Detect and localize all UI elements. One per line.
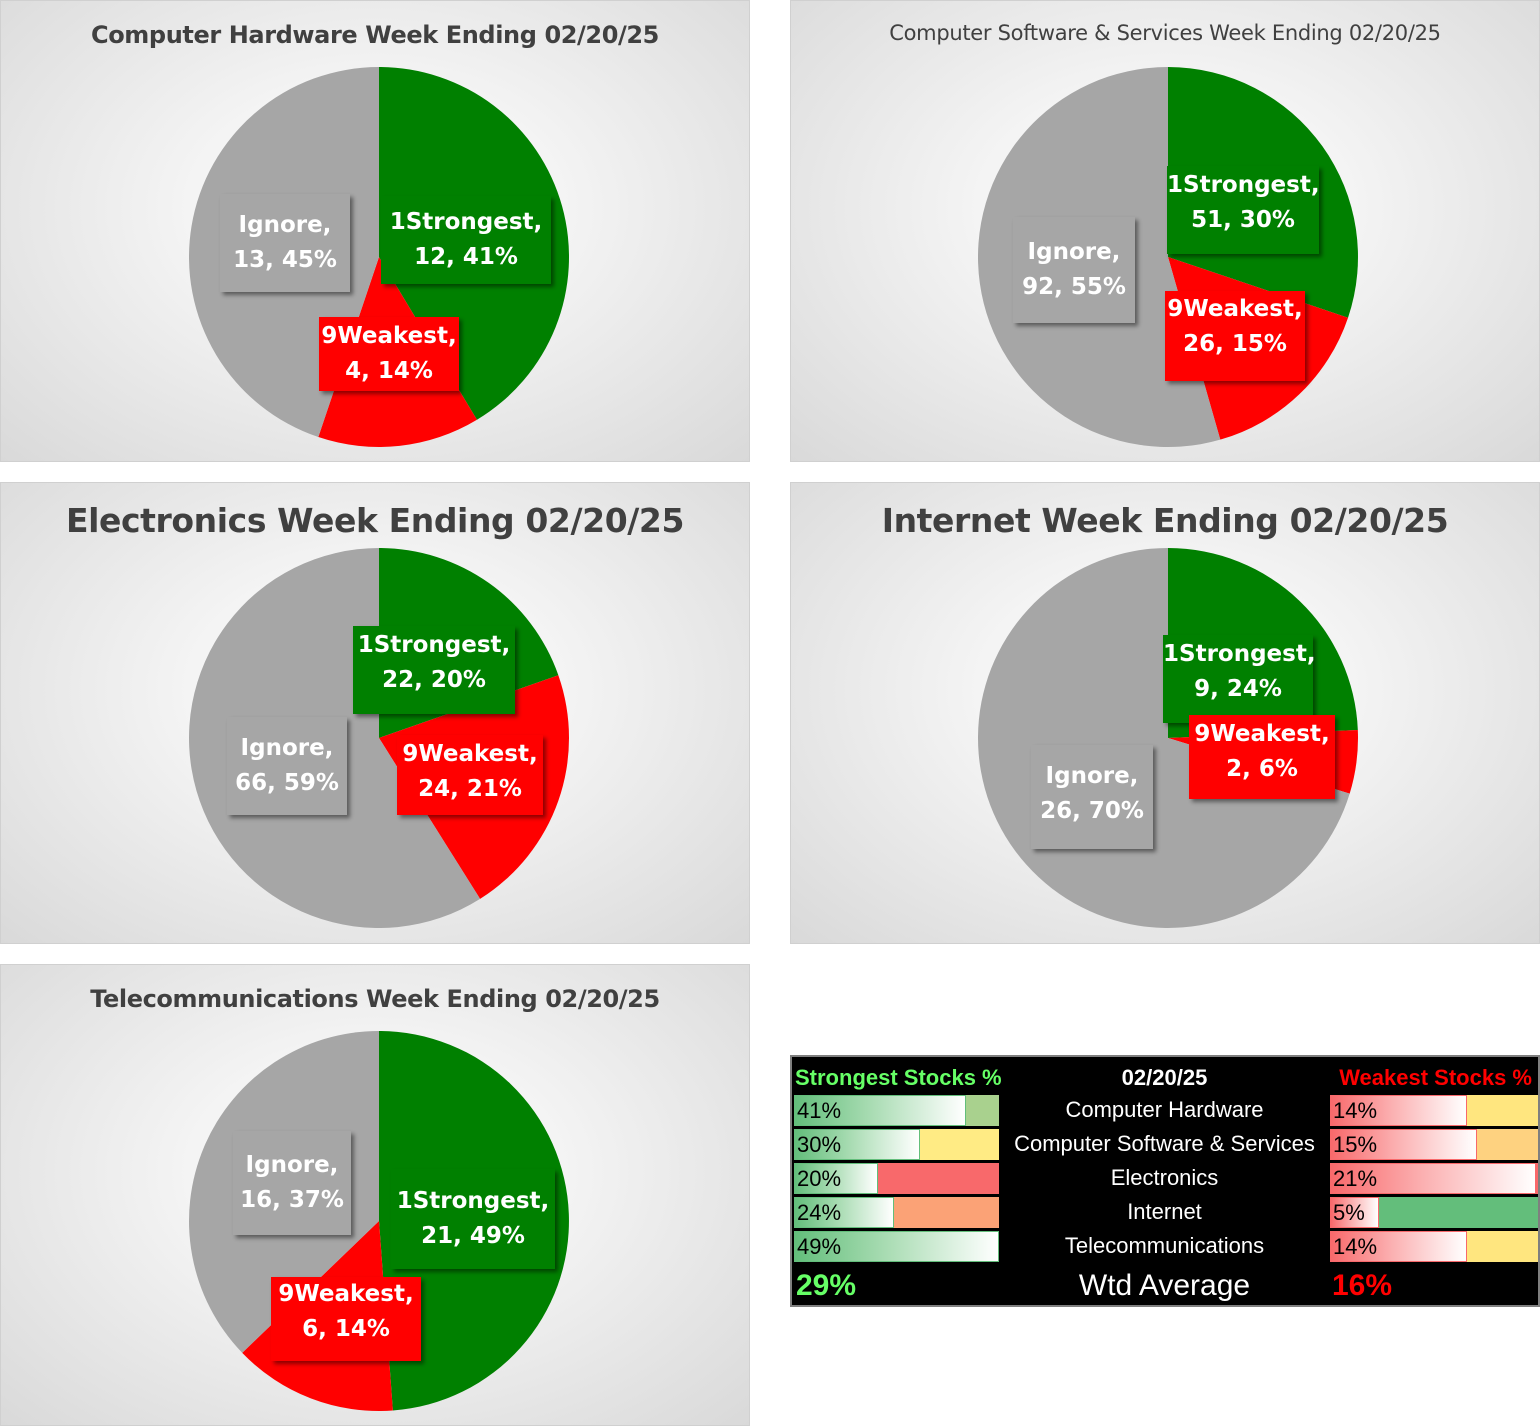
strongest-value: 30% (797, 1132, 842, 1157)
strongest-value: 49% (797, 1234, 842, 1259)
weakest-cell: 5% (1330, 1197, 1538, 1228)
chart-title: Telecommunications Week Ending 02/20/25 (90, 985, 660, 1013)
weakest-cell: 21% (1330, 1163, 1538, 1194)
label-strongest: 1Strongest, 9, 24% (1163, 635, 1316, 723)
weakest-data-bar (1330, 1095, 1468, 1126)
weakest-cell: 14% (1330, 1095, 1538, 1126)
strongest-data-bar (794, 1163, 878, 1194)
chart-title: Electronics Week Ending 02/20/25 (65, 501, 685, 540)
strongest-value: 41% (797, 1098, 842, 1123)
chart-panel-electronics: Electronics Week Ending 02/20/25 1Strong… (0, 482, 750, 944)
strongest-data-bar (794, 1095, 966, 1126)
weakest-cell: 15% (1330, 1129, 1538, 1160)
pie-svg (977, 67, 1358, 447)
average-label: Wtd Average (1078, 1269, 1251, 1302)
weakest-value: 14% (1333, 1098, 1378, 1123)
chart-panel-telecommunications: Telecommunications Week Ending 02/20/25 … (0, 964, 750, 1426)
sector-name: Electronics (1110, 1165, 1219, 1190)
strongest-cell: 24% (794, 1197, 999, 1228)
label-ignore: Ignore, 92, 55% (1013, 217, 1135, 323)
chart-title: Computer Hardware Week Ending 02/20/25 (91, 21, 659, 49)
label-ignore: Ignore, 26, 70% (1031, 745, 1153, 849)
date-header: 02/20/25 (1121, 1065, 1208, 1090)
strongest-value: 24% (797, 1200, 842, 1225)
label-weakest: 9Weakest, 4, 14% (319, 317, 459, 391)
label-ignore: Ignore, 66, 59% (227, 717, 347, 815)
weakest-cell: 14% (1330, 1231, 1538, 1262)
strongest-average: 29% (796, 1269, 857, 1302)
label-strongest: 1Strongest, 12, 41% (381, 196, 551, 284)
strongest-cell: 20% (794, 1163, 999, 1194)
chart-title: Internet Week Ending 02/20/25 (881, 501, 1449, 540)
weakest-data-bar (1330, 1129, 1478, 1160)
label-ignore: Ignore, 16, 37% (233, 1131, 351, 1235)
weakest-data-bar (1330, 1197, 1379, 1228)
pie-svg (189, 67, 569, 447)
strongest-data-bar (794, 1197, 895, 1228)
sector-name: Computer Hardware (1065, 1097, 1264, 1122)
summary-row: 41% Computer Hardware 14% (792, 1093, 1538, 1127)
strongest-value: 20% (797, 1166, 842, 1191)
label-weakest: 9Weakest, 24, 21% (397, 735, 543, 815)
sector-name: Computer Software & Services (1014, 1131, 1315, 1156)
sector-name: Telecommunications (1064, 1233, 1265, 1258)
weakest-value: 15% (1333, 1132, 1378, 1157)
label-weakest: 9Weakest, 6, 14% (271, 1277, 421, 1361)
label-weakest: 9Weakest, 26, 15% (1165, 291, 1305, 381)
pie-svg (189, 548, 570, 928)
weakest-header: Weakest Stocks % (1339, 1065, 1532, 1090)
strongest-cell: 30% (794, 1129, 999, 1160)
weakest-value: 14% (1333, 1234, 1378, 1259)
weakest-average: 16% (1332, 1269, 1393, 1302)
label-ignore: Ignore, 13, 45% (220, 194, 350, 292)
chart-panel-computer-software: Computer Software & Services Week Ending… (790, 0, 1540, 462)
summary-table: Strongest Stocks % 02/20/25 Weakest Stoc… (790, 1055, 1540, 1307)
sector-name: Internet (1127, 1199, 1202, 1224)
label-strongest: 1Strongest, 51, 30% (1167, 166, 1320, 254)
label-strongest: 1Strongest, 21, 49% (391, 1169, 555, 1269)
strongest-data-bar (794, 1129, 920, 1160)
weakest-value: 5% (1333, 1200, 1365, 1225)
chart-panel-internet: Internet Week Ending 02/20/25 1Strongest… (790, 482, 1540, 944)
summary-row: 20% Electronics 21% (792, 1161, 1538, 1195)
strongest-header: Strongest Stocks % (795, 1065, 1002, 1090)
weakest-value: 21% (1333, 1166, 1378, 1191)
summary-row: 24% Internet 5% (792, 1195, 1538, 1229)
strongest-cell: 49% (794, 1231, 999, 1262)
chart-title: Computer Software & Services Week Ending… (889, 21, 1441, 45)
strongest-cell: 41% (794, 1095, 999, 1126)
label-strongest: 1Strongest, 22, 20% (353, 626, 515, 714)
weakest-data-bar (1330, 1231, 1468, 1262)
label-weakest: 9Weakest, 2, 6% (1189, 715, 1335, 799)
summary-row: 49% Telecommunications 14% (792, 1229, 1538, 1263)
weakest-data-bar (1330, 1163, 1536, 1194)
chart-panel-computer-hardware: Computer Hardware Week Ending 02/20/25 1… (0, 0, 750, 462)
strongest-data-bar (794, 1231, 999, 1262)
summary-row: 30% Computer Software & Services 15% (792, 1127, 1538, 1161)
